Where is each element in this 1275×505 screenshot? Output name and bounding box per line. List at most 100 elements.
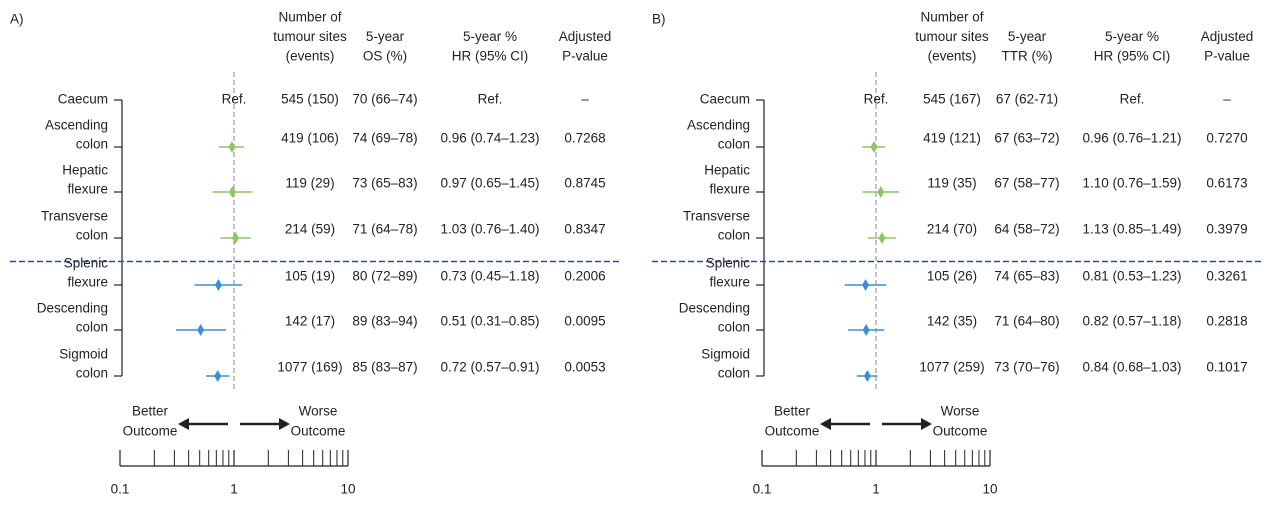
survival: 70 (66–74) (352, 92, 417, 107)
survival: 73 (70–76) (994, 360, 1059, 375)
better-label: Outcome (123, 424, 178, 439)
row-label: colon (76, 366, 108, 381)
worse-label: Outcome (933, 424, 988, 439)
row-label: flexure (67, 275, 108, 290)
row-label: colon (76, 228, 108, 243)
panel-label: B) (652, 12, 666, 27)
p-value: – (1223, 92, 1231, 107)
column-header: P-value (562, 49, 608, 64)
p-value: 0.0095 (564, 314, 605, 329)
hazard-ratio-point (214, 370, 222, 382)
arrow-head (178, 418, 189, 430)
hazard-ratio: 0.73 (0.45–1.18) (440, 269, 539, 284)
hazard-ratio-point (870, 141, 878, 153)
column-header: 5-year % (463, 29, 517, 44)
hazard-ratio-point (877, 186, 885, 198)
p-value: 0.8745 (564, 176, 605, 191)
arrow-head (820, 418, 831, 430)
arrow-head (279, 418, 290, 430)
hazard-ratio-point (228, 141, 236, 153)
hazard-ratio-point (228, 186, 236, 198)
p-value: 0.0053 (564, 360, 605, 375)
events: 142 (35) (927, 314, 977, 329)
column-header: HR (95% CI) (452, 49, 529, 64)
column-header: P-value (1204, 49, 1250, 64)
column-header: 5-year (366, 29, 405, 44)
events: 1077 (259) (919, 360, 984, 375)
survival: 89 (83–94) (352, 314, 417, 329)
column-header: HR (95% CI) (1094, 49, 1171, 64)
survival: 67 (62-71) (996, 92, 1058, 107)
hazard-ratio: 0.97 (0.65–1.45) (440, 176, 539, 191)
x-tick-label: 10 (340, 482, 355, 497)
row-label: flexure (709, 275, 750, 290)
reference-label: Ref. (222, 92, 247, 107)
better-label: Outcome (765, 424, 820, 439)
hazard-ratio-point (878, 232, 886, 244)
events: 1077 (169) (277, 360, 342, 375)
hazard-ratio: 0.96 (0.74–1.23) (440, 131, 539, 146)
row-label: Ascending (687, 118, 750, 133)
x-tick-label: 0.1 (111, 482, 130, 497)
survival: 71 (64–80) (994, 314, 1059, 329)
row-label: colon (76, 320, 108, 335)
row-label: Caecum (58, 92, 108, 107)
survival: 64 (58–72) (994, 222, 1059, 237)
hazard-ratio-point (862, 279, 870, 291)
x-tick-label: 1 (230, 482, 238, 497)
p-value: 0.1017 (1206, 360, 1247, 375)
p-value: – (581, 92, 589, 107)
survival: 74 (65–83) (994, 269, 1059, 284)
hazard-ratio-point (862, 324, 870, 336)
hazard-ratio: 0.84 (0.68–1.03) (1082, 360, 1181, 375)
p-value: 0.2006 (564, 269, 605, 284)
events: 142 (17) (285, 314, 335, 329)
row-label: flexure (67, 182, 108, 197)
x-tick-label: 1 (872, 482, 880, 497)
hazard-ratio-point (863, 370, 871, 382)
p-value: 0.6173 (1206, 176, 1247, 191)
column-header: Adjusted (1201, 29, 1254, 44)
p-value: 0.3979 (1206, 222, 1247, 237)
column-header: 5-year (1008, 29, 1047, 44)
row-label: flexure (709, 182, 750, 197)
row-label: Hepatic (704, 163, 750, 178)
hazard-ratio: 0.72 (0.57–0.91) (440, 360, 539, 375)
column-header: Adjusted (559, 29, 612, 44)
column-header: 5-year % (1105, 29, 1159, 44)
row-label: Hepatic (62, 163, 108, 178)
hazard-ratio: 0.81 (0.53–1.23) (1082, 269, 1181, 284)
events: 545 (150) (281, 92, 339, 107)
events: 119 (35) (927, 176, 976, 191)
events: 119 (29) (285, 176, 334, 191)
column-header: Number of (920, 10, 983, 25)
column-header: TTR (%) (1002, 49, 1053, 64)
hazard-ratio: 1.03 (0.76–1.40) (440, 222, 539, 237)
p-value: 0.7270 (1206, 131, 1247, 146)
worse-label: Outcome (291, 424, 346, 439)
column-header: (events) (928, 49, 977, 64)
x-tick-label: 0.1 (753, 482, 772, 497)
row-label: Transverse (683, 209, 750, 224)
arrow-head (921, 418, 932, 430)
column-header: tumour sites (915, 29, 989, 44)
hazard-ratio-point (197, 324, 205, 336)
row-label: Transverse (41, 209, 108, 224)
row-label: Splenic (64, 256, 109, 271)
column-header: (events) (286, 49, 335, 64)
survival: 67 (63–72) (994, 131, 1059, 146)
events: 105 (19) (285, 269, 335, 284)
hazard-ratio-point (214, 279, 222, 291)
row-label: Ascending (45, 118, 108, 133)
hazard-ratio: 1.10 (0.76–1.59) (1082, 176, 1181, 191)
p-value: 0.7268 (564, 131, 605, 146)
worse-label: Worse (299, 404, 338, 419)
row-label: colon (718, 137, 750, 152)
survival: 74 (69–78) (352, 131, 417, 146)
better-label: Better (132, 404, 169, 419)
hazard-ratio: Ref. (1120, 92, 1145, 107)
column-header: Number of (278, 10, 341, 25)
events: 214 (59) (285, 222, 335, 237)
events: 419 (121) (923, 131, 981, 146)
